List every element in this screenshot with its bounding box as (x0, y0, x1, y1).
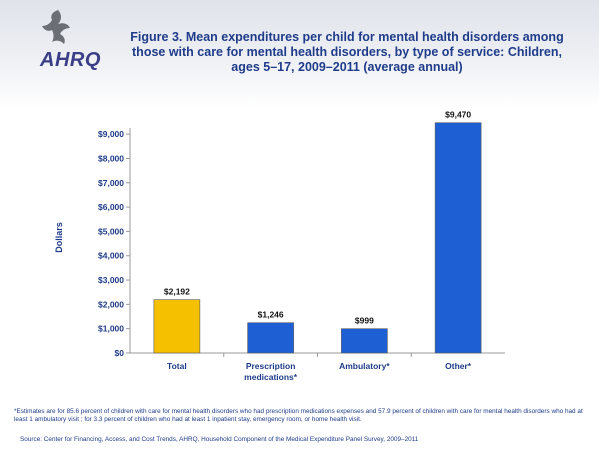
bar-2 (341, 328, 388, 354)
hhs-eagle-icon (42, 10, 70, 44)
bar-value-label: $1,246 (258, 310, 284, 320)
chart-source: Source: Center for Financing, Access, an… (20, 436, 419, 443)
y-tick-label: $0 (115, 348, 125, 358)
bar-3 (434, 122, 482, 354)
x-category-label: Ambulatory* (339, 361, 390, 371)
bar-value-label: $2,192 (164, 287, 190, 297)
y-tick-label: $2,000 (98, 299, 124, 309)
figure-title: Figure 3. Mean expenditures per child fo… (130, 30, 564, 74)
chart-footnote: *Estimates are for 85.6 percent of child… (14, 408, 583, 424)
x-category-label: Other* (445, 361, 472, 371)
y-tick-label: $7,000 (98, 178, 124, 188)
y-tick-label: $4,000 (98, 251, 124, 261)
y-axis-title: Dollars (54, 222, 64, 253)
y-tick-label: $9,000 (98, 129, 124, 139)
bar-value-label: $9,470 (445, 110, 471, 120)
x-category-label: medications* (244, 372, 298, 382)
x-category-label: Total (167, 361, 187, 371)
y-tick-label: $8,000 (98, 153, 124, 163)
x-category-label: Prescription (246, 361, 296, 371)
y-tick-label: $3,000 (98, 275, 124, 285)
y-tick-label: $6,000 (98, 202, 124, 212)
bar-0 (153, 299, 201, 354)
ahrq-logo-text: AHRQ (40, 49, 101, 71)
bar-value-label: $999 (355, 316, 374, 326)
ahrq-logo: AHRQ (28, 6, 108, 76)
y-tick-label: $5,000 (98, 226, 124, 236)
bar-1 (247, 322, 294, 354)
y-tick-label: $1,000 (98, 324, 124, 334)
header-band (0, 0, 599, 108)
